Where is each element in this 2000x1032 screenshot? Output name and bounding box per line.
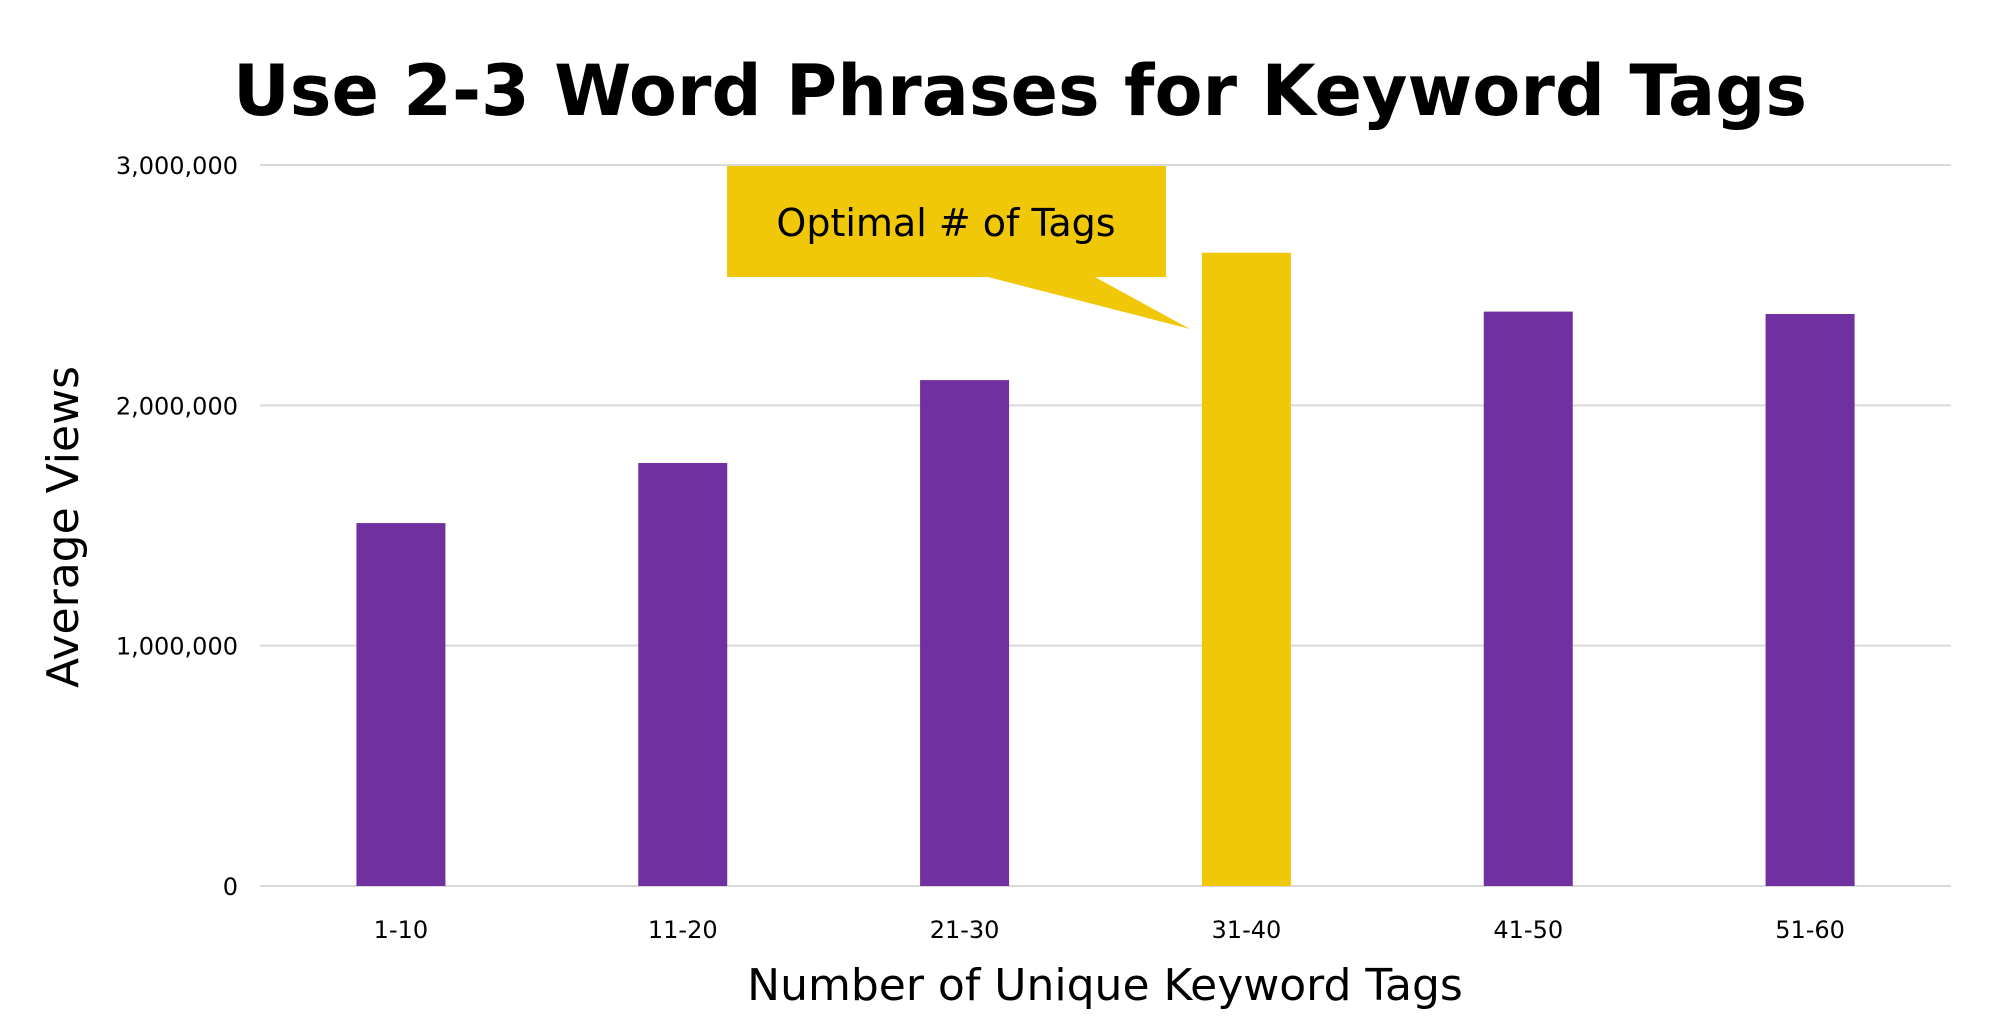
x-tick-label: 51-60 bbox=[1775, 916, 1845, 944]
callout-box bbox=[727, 166, 1166, 277]
callout-pointer bbox=[984, 276, 1190, 329]
y-tick-label: 1,000,000 bbox=[116, 633, 238, 661]
x-axis-label: Number of Unique Keyword Tags bbox=[747, 960, 1463, 1011]
x-tick-label: 41-50 bbox=[1493, 916, 1563, 944]
callout-text: Optimal # of Tags bbox=[776, 201, 1115, 245]
bar-21-30 bbox=[920, 380, 1010, 886]
bar-1-10 bbox=[356, 523, 446, 886]
x-tick-label: 1-10 bbox=[374, 916, 428, 944]
y-tick-label: 2,000,000 bbox=[116, 392, 238, 420]
bar-31-40 bbox=[1201, 252, 1291, 886]
x-tick-label: 31-40 bbox=[1212, 916, 1282, 944]
y-tick-label: 0 bbox=[223, 873, 238, 901]
bar-51-60 bbox=[1765, 314, 1855, 886]
x-tick-label: 21-30 bbox=[930, 916, 1000, 944]
chart-title: Use 2-3 Word Phrases for Keyword Tags bbox=[232, 50, 1808, 132]
bar-41-50 bbox=[1483, 311, 1573, 886]
y-axis-label: Average Views bbox=[38, 366, 89, 688]
bar-11-20 bbox=[638, 463, 728, 886]
y-tick-label: 3,000,000 bbox=[116, 152, 238, 180]
x-tick-label: 11-20 bbox=[648, 916, 718, 944]
callout: Optimal # of Tags bbox=[727, 166, 1190, 329]
